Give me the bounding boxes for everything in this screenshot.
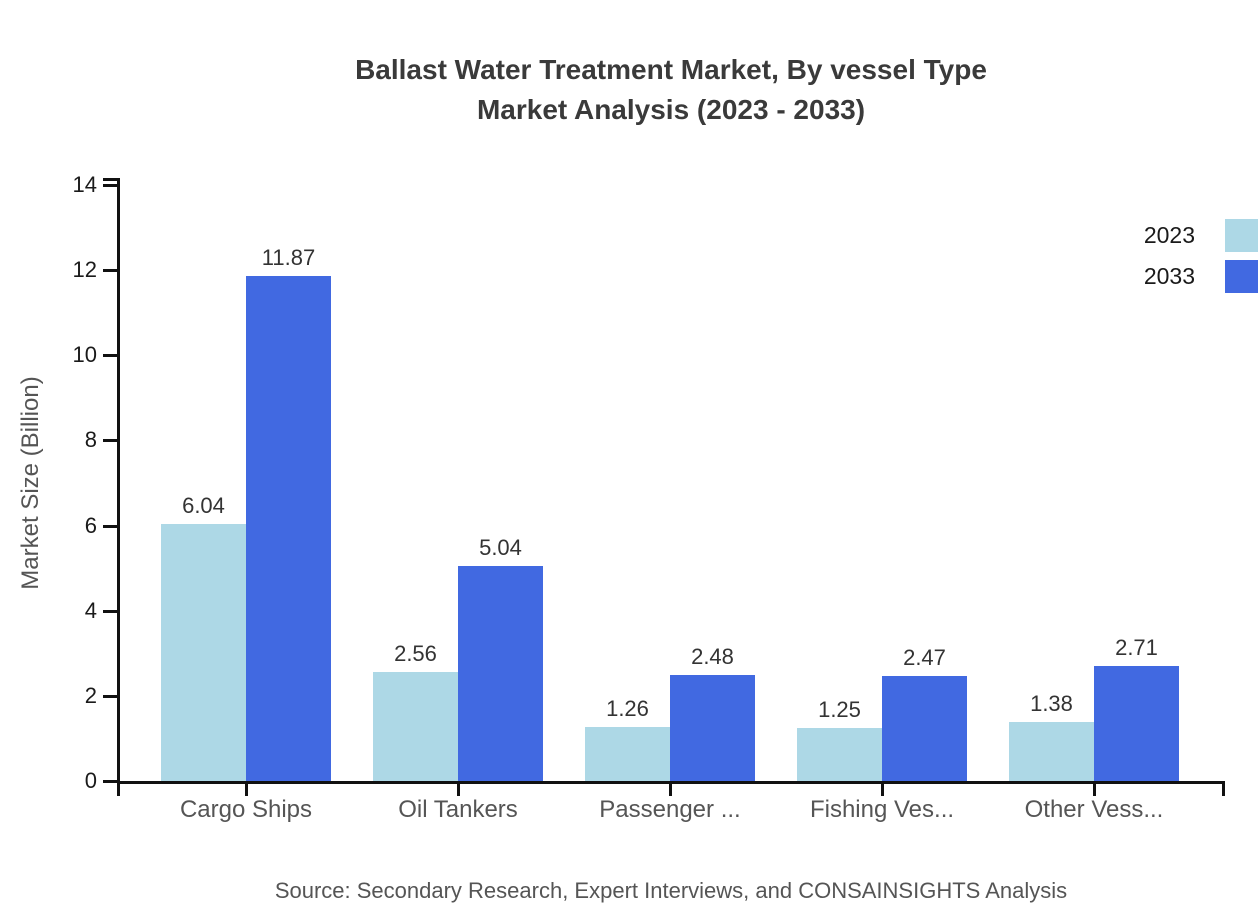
x-category-label: Oil Tankers <box>398 796 518 823</box>
x-category-label: Passenger ... <box>599 796 741 823</box>
x-tick-mark <box>881 784 884 796</box>
y-tick-label: 0 <box>84 768 97 793</box>
bar-2033 <box>458 566 543 781</box>
bar-2023 <box>161 523 246 781</box>
y-tick-mark <box>103 354 117 358</box>
legend-row: 2033 <box>1144 260 1258 293</box>
y-tick-label: 8 <box>84 427 97 453</box>
bar-2023 <box>373 672 458 781</box>
x-category-label: Other Vess... <box>1024 796 1164 823</box>
y-tick-mark <box>103 780 117 783</box>
chart-title: Ballast Water Treatment Market, By vesse… <box>120 50 1222 130</box>
bar-2023 <box>1009 722 1094 781</box>
source-note: Source: Secondary Research, Expert Inter… <box>274 878 1068 903</box>
y-tick-label: 2 <box>84 682 97 708</box>
y-tick-mark <box>103 609 117 613</box>
legend-label: 2033 <box>1143 263 1195 289</box>
legend: 2023 2033 <box>1144 219 1258 293</box>
y-tick-mark <box>103 269 117 273</box>
y-axis-line <box>117 178 120 784</box>
x-tick-mark <box>1093 784 1096 796</box>
x-axis-end-cap-left <box>117 781 120 796</box>
y-tick-mark <box>103 439 117 443</box>
bar-2023 <box>797 727 882 781</box>
bar-value-label: 1.25 <box>818 696 861 722</box>
bar-2033 <box>670 675 755 781</box>
bar-value-label: 1.38 <box>1030 691 1073 717</box>
x-tick-mark <box>457 784 460 796</box>
legend-label: 2023 <box>1143 222 1195 248</box>
bar-value-label: 11.87 <box>261 244 316 270</box>
x-category-label: Fishing Ves... <box>809 796 955 823</box>
y-tick-label: 12 <box>72 257 97 283</box>
legend-swatch <box>1225 219 1258 252</box>
legend-row: 2023 <box>1144 219 1258 252</box>
bar-value-label: 5.04 <box>479 535 522 561</box>
bar-value-label: 1.26 <box>606 696 649 722</box>
bar-2033 <box>246 275 331 781</box>
y-tick-mark <box>103 694 117 698</box>
legend-swatch <box>1225 260 1258 293</box>
y-tick-mark <box>103 184 117 187</box>
x-axis-end-cap-right <box>1222 781 1225 796</box>
bar-value-label: 2.48 <box>691 644 734 670</box>
bar-value-label: 2.56 <box>394 641 437 667</box>
y-tick-label: 14 <box>72 172 97 197</box>
bar-value-label: 6.04 <box>182 492 225 518</box>
x-tick-mark <box>669 784 672 796</box>
y-axis-end-cap <box>103 178 117 181</box>
x-category-label: Cargo Ships <box>179 796 313 823</box>
bar-2023 <box>585 727 670 781</box>
bar-value-label: 2.71 <box>1115 634 1158 660</box>
bar-2033 <box>1094 665 1179 781</box>
bar-2033 <box>882 675 967 781</box>
y-tick-label: 10 <box>72 342 97 368</box>
x-axis-line <box>117 781 1225 784</box>
y-tick-label: 6 <box>84 512 97 538</box>
chart-title-line2: Market Analysis (2023 - 2033) <box>476 94 866 125</box>
chart-title-line1: Ballast Water Treatment Market, By vesse… <box>355 54 987 85</box>
y-tick-label: 4 <box>84 597 97 623</box>
bar-value-label: 2.47 <box>903 644 946 670</box>
y-tick-mark <box>103 524 117 528</box>
x-tick-mark <box>245 784 248 796</box>
